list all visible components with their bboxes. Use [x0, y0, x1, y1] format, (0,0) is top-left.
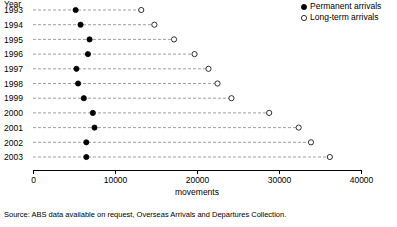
y-tick-label: 1995	[4, 35, 23, 45]
y-axis-title: Year	[4, 0, 21, 9]
leader-line	[33, 127, 299, 128]
x-tick-mark	[33, 170, 34, 174]
dot	[73, 7, 78, 12]
y-tick: 2001	[4, 123, 23, 133]
plot-area	[33, 7, 332, 159]
leader-line	[33, 142, 311, 143]
dot	[267, 110, 272, 115]
legend-label: Permanent arrivals	[310, 1, 381, 11]
dot	[74, 66, 79, 71]
leader-line	[33, 68, 208, 69]
leader-line	[33, 10, 141, 11]
leader-line	[33, 39, 174, 40]
leader-line	[33, 157, 330, 158]
dot	[90, 110, 95, 115]
dot	[327, 154, 332, 159]
dot	[139, 7, 144, 12]
dot	[296, 125, 301, 130]
y-tick: 1995	[4, 35, 23, 45]
dot	[215, 81, 220, 86]
dot	[229, 96, 234, 101]
dot	[92, 125, 97, 130]
leader-line	[33, 24, 154, 25]
y-tick: 1996	[4, 49, 23, 59]
leader-line	[33, 54, 195, 55]
legend-marker	[301, 15, 306, 20]
dot	[171, 37, 176, 42]
y-axis: 1993199419951996199719981999200020012002…	[4, 5, 23, 162]
x-tick: 30000	[268, 170, 292, 185]
dot	[81, 96, 86, 101]
dot	[152, 22, 157, 27]
x-tick-label: 20000	[186, 175, 210, 185]
leader-line	[33, 98, 231, 99]
x-axis-title: movements	[175, 187, 219, 197]
x-tick: 40000	[350, 170, 374, 185]
y-tick-label: 2000	[4, 108, 23, 118]
y-tick: 1999	[4, 93, 23, 103]
y-tick-label: 2002	[4, 138, 23, 148]
x-tick-mark	[115, 170, 116, 174]
legend: Permanent arrivalsLong-term arrivals	[301, 1, 381, 22]
legend-marker	[301, 4, 306, 9]
y-tick: 1998	[4, 79, 23, 89]
x-tick-label: 30000	[268, 175, 292, 185]
dot	[206, 66, 211, 71]
leader-line	[33, 83, 218, 84]
y-tick: 1994	[4, 20, 23, 30]
leader-line	[33, 112, 269, 113]
x-axis: 0 10000 20000 30000 40000	[31, 170, 373, 185]
y-tick-label: 1999	[4, 93, 23, 103]
y-tick: 2002	[4, 138, 23, 148]
x-tick: 0	[31, 170, 36, 185]
x-tick-mark	[361, 170, 362, 174]
y-tick-label: 1997	[4, 64, 23, 74]
chart: 0100002000030000400001993199419951996199…	[0, 0, 397, 227]
x-tick-mark	[279, 170, 280, 174]
y-tick: 1997	[4, 64, 23, 74]
dot	[78, 22, 83, 27]
source-note: Source: ABS data available on request, O…	[4, 210, 286, 219]
x-tick-label: 10000	[104, 175, 128, 185]
legend-label: Long-term arrivals	[310, 12, 379, 22]
dot	[84, 154, 89, 159]
x-tick: 20000	[186, 170, 210, 185]
y-tick: 2000	[4, 108, 23, 118]
x-axis-line	[34, 171, 362, 175]
dot	[87, 37, 92, 42]
y-tick-label: 2001	[4, 123, 23, 133]
y-tick: 2003	[4, 152, 23, 162]
y-tick-label: 1998	[4, 79, 23, 89]
dot	[84, 140, 89, 145]
x-tick-label: 0	[31, 175, 36, 185]
dot	[192, 52, 197, 57]
y-tick-label: 2003	[4, 152, 23, 162]
x-tick: 10000	[104, 170, 128, 185]
dot	[85, 52, 90, 57]
y-tick-label: 1994	[4, 20, 23, 30]
dot	[76, 81, 81, 86]
y-tick-label: 1996	[4, 49, 23, 59]
x-tick-mark	[197, 170, 198, 174]
x-tick-label: 40000	[350, 175, 374, 185]
dot	[308, 140, 313, 145]
